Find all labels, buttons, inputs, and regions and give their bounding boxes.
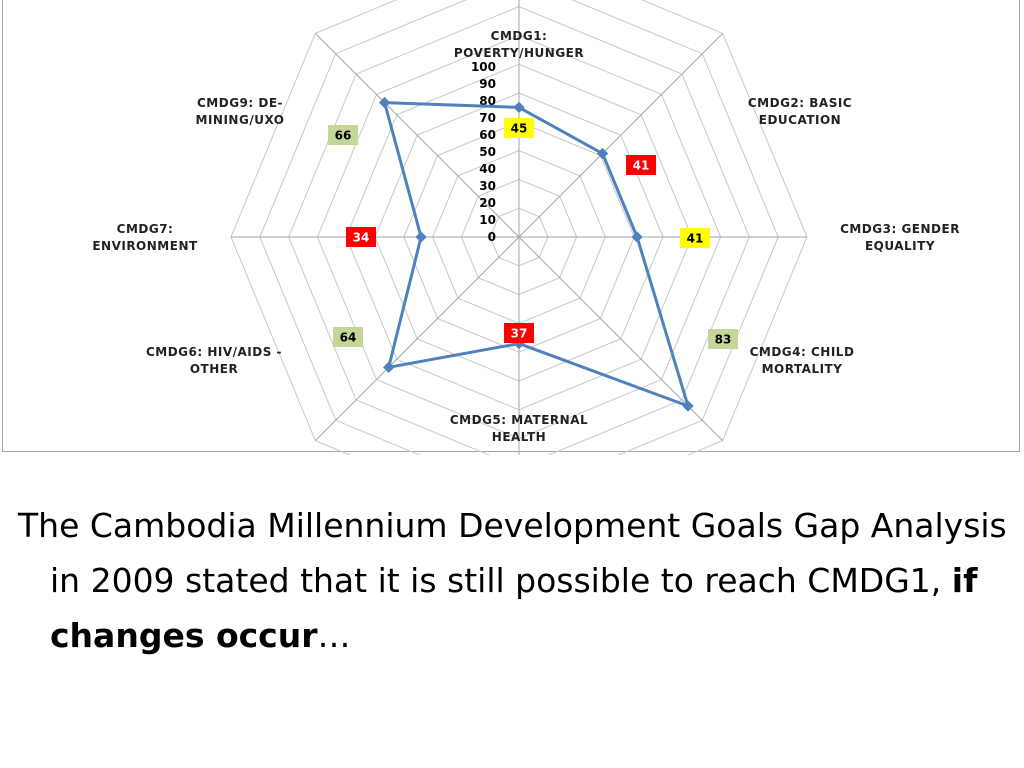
value-label: 66 (328, 125, 358, 145)
tick-label: 30 (479, 179, 496, 193)
axis-label-line: CMDG2: BASIC (748, 96, 852, 110)
value-label: 41 (626, 155, 656, 175)
caption-ellipsis: … (317, 616, 351, 655)
tick-label: 0 (488, 230, 496, 244)
series-point (596, 147, 609, 160)
axis-label-line: CMDG3: GENDER (840, 222, 960, 236)
axis-label: CMDG7: ENVIRONMENT (92, 222, 198, 253)
value-label: 45 (504, 118, 534, 138)
caption-main: The Cambodia Millennium Development Goal… (18, 506, 1007, 600)
tick-label: 10 (479, 213, 496, 227)
axis-label-line: CMDG9: DE- (197, 96, 283, 110)
value-label-box (346, 227, 376, 247)
radial-tick-labels: 0 10 20 30 40 50 60 70 80 90 100 (471, 60, 496, 244)
series-point (682, 400, 694, 412)
value-label-box (328, 125, 358, 145)
axis-label: CMDG5: MATERNAL HEALTH (450, 413, 588, 444)
tick-label: 80 (479, 94, 496, 108)
axis-label: CMDG3: GENDER EQUALITY (840, 222, 960, 253)
axis-label: CMDG9: DE- MINING/UXO (196, 96, 285, 127)
value-label: 37 (504, 323, 534, 343)
value-label-text: 41 (687, 232, 704, 246)
value-label-box (333, 327, 363, 347)
series-point (513, 101, 525, 114)
series-point (631, 231, 643, 243)
axis-label-line: MORTALITY (762, 362, 843, 376)
value-label-text: 45 (511, 122, 528, 136)
value-label: 34 (346, 227, 376, 247)
value-label-box (504, 323, 534, 343)
value-label-text: 64 (340, 331, 357, 345)
axis-label-line: CMDG1: (491, 29, 548, 43)
chart-frame (2, 0, 1020, 452)
value-label-box (626, 155, 656, 175)
caption-emphasis: if changes occur (50, 561, 978, 655)
spoke-line (314, 32, 520, 238)
radar-chart: 0 10 20 30 40 50 60 70 80 90 100 CMDG1: POVERTY/HUN… (92, 0, 960, 455)
spoke-line (518, 32, 724, 238)
axis-label-line: CMDG5: MATERNAL (450, 413, 588, 427)
axis-label: CMDG6: HIV/AIDS - OTHER (146, 345, 282, 376)
tick-label: 20 (479, 196, 496, 210)
tick-label: 40 (479, 162, 496, 176)
series-point (383, 361, 395, 373)
axis-label-line: CMDG7: (117, 222, 174, 236)
tick-label: 50 (479, 145, 496, 159)
value-label-text: 41 (633, 159, 650, 173)
axis-label-line: CMDG4: CHILD (750, 345, 855, 359)
tick-label: 90 (479, 77, 496, 91)
value-label-text: 37 (511, 327, 528, 341)
spoke-line (518, 236, 724, 442)
radar-spokes (231, 0, 807, 455)
axis-label-line: MINING/UXO (196, 113, 285, 127)
grid-ring (230, 0, 808, 455)
axis-label-line: HEALTH (492, 430, 546, 444)
grid-ring (259, 0, 779, 455)
value-label-box (708, 329, 738, 349)
axis-label-line: CMDG6: HIV/AIDS - (146, 345, 282, 359)
spoke-line (314, 236, 520, 442)
value-label-text: 34 (353, 231, 370, 245)
value-label: 41 (680, 228, 710, 248)
axis-label-line: EDUCATION (759, 113, 841, 127)
axis-label: CMDG1: POVERTY/HUNGER (454, 29, 584, 60)
value-label: 64 (333, 327, 363, 347)
axis-label-line: EQUALITY (865, 239, 935, 253)
axis-labels: CMDG1: POVERTY/HUNGER CMDG2: BASIC EDUCATIO… (92, 29, 960, 444)
axis-label: CMDG4: CHILD MORTALITY (750, 345, 855, 376)
axis-label-line: ENVIRONMENT (92, 239, 198, 253)
value-label-box (680, 228, 710, 248)
tick-label: 60 (479, 128, 496, 142)
value-labels: 45 41 41 83 37 64 34 66 (328, 118, 738, 349)
axis-label-line: OTHER (190, 362, 238, 376)
axis-label-line: POVERTY/HUNGER (454, 46, 584, 60)
axis-label: CMDG2: BASIC EDUCATION (748, 96, 852, 127)
value-label-text: 66 (335, 129, 352, 143)
tick-label: 70 (479, 111, 496, 125)
tick-label: 100 (471, 60, 496, 74)
caption-text: The Cambodia Millennium Development Goal… (18, 498, 1024, 663)
value-label-box (504, 118, 534, 138)
value-label-text: 83 (715, 333, 732, 347)
series-point (415, 231, 427, 243)
value-label: 83 (708, 329, 738, 349)
